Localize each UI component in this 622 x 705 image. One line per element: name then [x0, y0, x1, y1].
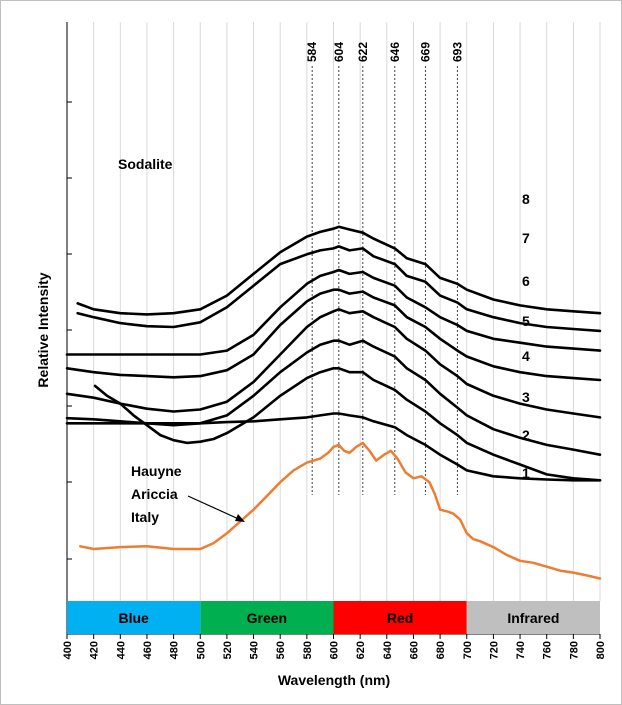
- band-label: Red: [387, 610, 413, 626]
- peak-marker-label: 622: [356, 42, 370, 62]
- x-tick-label: 800: [595, 641, 607, 659]
- sodalite-annotation: Sodalite: [118, 156, 173, 172]
- peak-marker-label: 584: [305, 42, 319, 62]
- band-label: Blue: [118, 610, 149, 626]
- series-line-5: [65, 288, 602, 382]
- series-line-4: [65, 308, 602, 419]
- annotation-arrowhead: [235, 514, 245, 522]
- x-tick-label: 740: [515, 641, 527, 659]
- x-tick-label: 780: [568, 641, 580, 659]
- series-label: 7: [522, 230, 530, 246]
- band-label: Infrared: [507, 610, 559, 626]
- y-axis-label: Relative Intensity: [35, 272, 51, 387]
- x-tick-label: 400: [62, 641, 74, 659]
- series-line-1: [65, 412, 602, 482]
- hauyne-annotation-line3: Italy: [131, 509, 159, 525]
- x-tick-label: 440: [115, 641, 127, 659]
- hauyne-annotation-line2: Ariccia: [131, 486, 178, 502]
- band-label: Green: [247, 610, 287, 626]
- band-infrared: [466, 601, 600, 634]
- peak-marker-label: 669: [418, 42, 432, 62]
- x-tick-label: 500: [195, 641, 207, 659]
- annotation-arrow: [187, 495, 244, 522]
- band-green: [200, 601, 334, 634]
- series-lines: [65, 225, 602, 580]
- series-label: 4: [522, 348, 530, 364]
- x-tick-label: 720: [488, 641, 500, 659]
- x-tick-label: 580: [302, 641, 314, 659]
- series-line-7: [76, 245, 602, 333]
- x-tick-label: 540: [249, 641, 261, 659]
- series-label: 1: [522, 465, 530, 481]
- series-label: 5: [522, 313, 530, 329]
- series-label: 2: [522, 427, 530, 443]
- x-tick-label: 700: [462, 641, 474, 659]
- band-blue: [67, 601, 201, 634]
- series-line-8: [76, 225, 602, 316]
- x-tick-label: 460: [142, 641, 154, 659]
- hauyne-annotation-line1: Hauyne: [131, 463, 182, 479]
- peak-marker-label: 646: [388, 42, 402, 62]
- x-tick-label: 680: [435, 641, 447, 659]
- peak-marker-label: 604: [332, 42, 346, 62]
- band-red: [333, 601, 467, 634]
- x-tick-label: 620: [355, 641, 367, 659]
- series-labels: 8 7 6 5 4 3 2 1: [522, 191, 530, 481]
- series-line-6: [65, 268, 602, 356]
- series-label: 6: [522, 273, 530, 289]
- axes: 400 420 440 460 480 500 520 540 560 580 600 620 640 6…: [62, 22, 607, 659]
- x-tick-label: 520: [222, 641, 234, 659]
- x-tick-label: 600: [329, 641, 341, 659]
- x-tick-label: 660: [408, 641, 420, 659]
- series-label: 8: [522, 191, 530, 207]
- x-axis-label: Wavelength (nm): [278, 672, 390, 688]
- spectral-bands: Blue Green Red Infrared: [67, 601, 600, 634]
- x-tick-label: 760: [542, 641, 554, 659]
- series-line-2: [93, 367, 602, 482]
- x-tick-label: 420: [89, 641, 101, 659]
- series-line-hauyne: [79, 441, 602, 580]
- series-label: 3: [522, 389, 530, 405]
- x-tick-label: 480: [169, 641, 181, 659]
- x-tick-label: 640: [382, 641, 394, 659]
- x-tick-label: 560: [275, 641, 287, 659]
- peak-markers: 584 604 622 646 669 693: [305, 42, 464, 495]
- peak-marker-label: 693: [450, 42, 464, 62]
